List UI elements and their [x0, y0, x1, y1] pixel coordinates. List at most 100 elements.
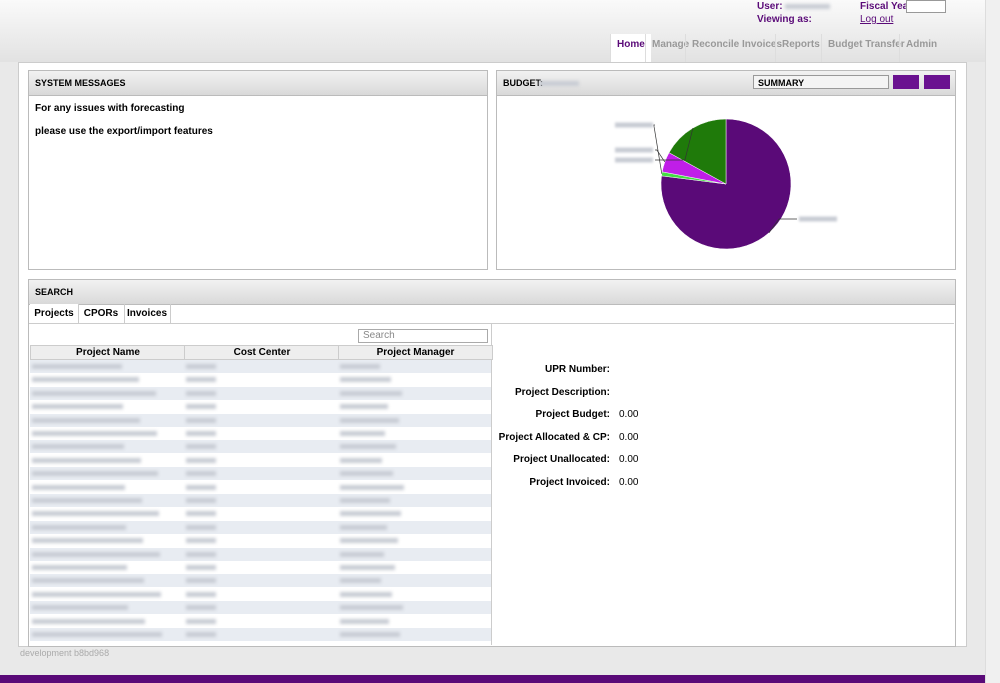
redacted-cell: [186, 404, 216, 410]
redacted-cell: [340, 417, 399, 423]
table-row[interactable]: [30, 453, 491, 467]
view-select[interactable]: SUMMARY: [753, 75, 889, 89]
redacted-cell: [340, 565, 395, 570]
nav-item[interactable]: Reconcile Invoices: [685, 34, 788, 62]
budget-panel: BUDGET: SUMMARY: [496, 70, 956, 270]
table-row[interactable]: [30, 494, 491, 507]
table-row[interactable]: [30, 561, 491, 574]
table-row[interactable]: [30, 614, 491, 628]
table-row[interactable]: [30, 480, 491, 494]
column-header: Project Manager: [338, 345, 493, 360]
tab[interactable]: Invoices: [124, 304, 171, 323]
table-row[interactable]: [30, 534, 491, 548]
pie-chart: [615, 118, 837, 250]
divider: [29, 323, 954, 324]
panel-title: SEARCH: [29, 280, 955, 305]
redacted-cell: [340, 605, 403, 611]
redacted-cell: [186, 565, 216, 570]
user-label: User:: [757, 1, 783, 12]
redacted-cell: [32, 565, 127, 570]
nav-item[interactable]: Manage: [645, 34, 695, 62]
redacted-cell: [32, 591, 161, 597]
print-button[interactable]: [893, 75, 919, 89]
redacted-cell: [32, 511, 159, 517]
divider: [491, 324, 492, 645]
logout-link[interactable]: Log out: [860, 14, 894, 25]
table-row[interactable]: [30, 360, 491, 373]
redacted-cell: [186, 364, 216, 369]
table-row[interactable]: [30, 373, 491, 387]
panel-title: SYSTEM MESSAGES: [29, 71, 487, 96]
detail-value: 0.00: [619, 477, 639, 488]
redacted-cell: [32, 538, 143, 544]
table-row[interactable]: [30, 628, 491, 641]
detail-label: Project Budget:: [535, 409, 610, 421]
nav-item[interactable]: Home: [610, 34, 651, 62]
table-row[interactable]: [30, 574, 491, 588]
leader-line: [768, 218, 797, 233]
redacted-cell: [340, 498, 390, 503]
column-header: Cost Center: [184, 345, 340, 360]
redacted-cell: [340, 377, 391, 383]
fiscal-select[interactable]: [906, 0, 946, 13]
detail-value: 0.00: [619, 431, 639, 443]
tab[interactable]: Projects: [30, 304, 79, 323]
redacted-cell: [32, 404, 123, 410]
nav-item[interactable]: Budget Transfer: [821, 34, 911, 62]
table-row[interactable]: [30, 507, 491, 521]
header-bar: [0, 0, 985, 62]
scrollbar[interactable]: [985, 0, 1000, 683]
table-row[interactable]: [30, 520, 491, 534]
redacted-cell: [32, 632, 162, 637]
redacted-cell: [186, 511, 216, 517]
redacted-cell: [186, 524, 216, 530]
detail-label: Project Unallocated:: [513, 454, 610, 466]
redacted-cell: [186, 377, 216, 383]
redacted-cell: [186, 605, 216, 611]
table-row[interactable]: [30, 587, 491, 601]
redacted-cell: [186, 431, 216, 436]
redacted-cell: [340, 444, 396, 450]
redacted-cell: [32, 390, 156, 396]
redacted-cell: [186, 498, 216, 503]
redacted-cell: [340, 484, 404, 490]
redacted-cell: [186, 551, 216, 557]
redacted-label: [615, 147, 653, 153]
message: please use the export/import features: [35, 126, 213, 137]
redacted-cell: [186, 471, 216, 477]
table-row[interactable]: [30, 601, 491, 615]
redacted-cell: [32, 444, 124, 450]
leader-line: [653, 124, 663, 174]
redacted-cell: [340, 457, 382, 463]
table-row[interactable]: [30, 547, 491, 561]
redacted-cell: [340, 538, 398, 544]
table-row[interactable]: [30, 400, 491, 414]
expand-button[interactable]: [924, 75, 950, 89]
redacted-cell: [340, 524, 387, 530]
table-row[interactable]: [30, 440, 491, 454]
redacted-cell: [186, 591, 216, 597]
search-input[interactable]: Search: [358, 329, 488, 343]
redacted-cell: [186, 390, 216, 396]
nav-item[interactable]: Admin: [899, 34, 943, 62]
redacted-cell: [340, 404, 388, 410]
fiscal-label: Fiscal Year:: [860, 1, 916, 12]
redacted-cell: [32, 551, 160, 557]
redacted-cell: [186, 457, 216, 463]
version: development b8bd968: [20, 648, 110, 658]
table-row[interactable]: [30, 413, 491, 427]
redacted-cell: [32, 578, 144, 584]
redacted-cell: [32, 471, 158, 477]
table-row[interactable]: [30, 427, 491, 440]
table-row[interactable]: [30, 467, 491, 481]
detail-label: Project Invoiced:: [529, 477, 610, 488]
redacted-cell: [340, 551, 384, 557]
tab[interactable]: CPORs: [78, 304, 125, 323]
redacted-cell: [32, 377, 139, 383]
nav-item[interactable]: Reports: [775, 34, 826, 62]
redacted-cell: [340, 618, 389, 624]
table-row[interactable]: [30, 386, 491, 400]
redacted-label: [615, 122, 653, 128]
redacted-label: [615, 157, 653, 163]
